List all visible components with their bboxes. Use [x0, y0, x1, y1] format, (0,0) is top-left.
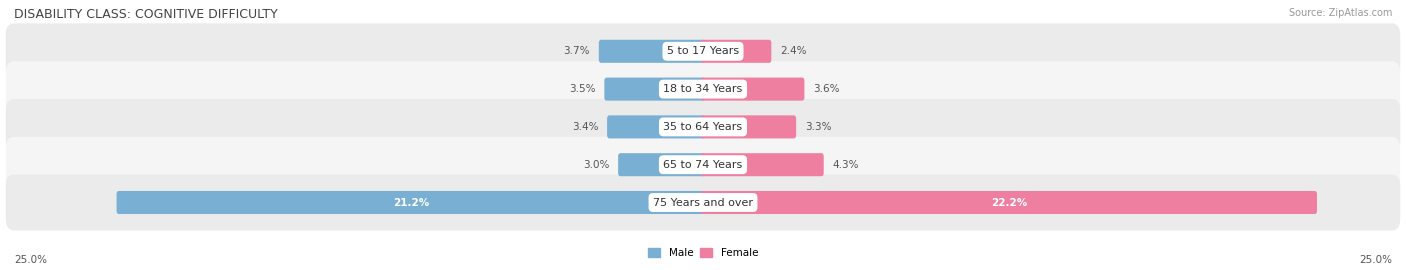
Text: 21.2%: 21.2%	[392, 197, 429, 208]
Text: 22.2%: 22.2%	[991, 197, 1026, 208]
FancyBboxPatch shape	[700, 115, 796, 139]
Text: 5 to 17 Years: 5 to 17 Years	[666, 46, 740, 56]
FancyBboxPatch shape	[6, 61, 1400, 117]
Text: DISABILITY CLASS: COGNITIVE DIFFICULTY: DISABILITY CLASS: COGNITIVE DIFFICULTY	[14, 8, 278, 21]
FancyBboxPatch shape	[605, 77, 706, 101]
FancyBboxPatch shape	[6, 23, 1400, 79]
Text: 18 to 34 Years: 18 to 34 Years	[664, 84, 742, 94]
Text: 3.5%: 3.5%	[569, 84, 596, 94]
FancyBboxPatch shape	[619, 153, 706, 176]
FancyBboxPatch shape	[700, 191, 1317, 214]
Text: 25.0%: 25.0%	[1360, 255, 1392, 265]
FancyBboxPatch shape	[6, 174, 1400, 231]
FancyBboxPatch shape	[599, 40, 706, 63]
FancyBboxPatch shape	[700, 153, 824, 176]
Text: 3.7%: 3.7%	[564, 46, 591, 56]
Text: 65 to 74 Years: 65 to 74 Years	[664, 160, 742, 170]
Text: 3.4%: 3.4%	[572, 122, 599, 132]
FancyBboxPatch shape	[117, 191, 706, 214]
FancyBboxPatch shape	[700, 77, 804, 101]
Text: 3.6%: 3.6%	[813, 84, 839, 94]
Text: 35 to 64 Years: 35 to 64 Years	[664, 122, 742, 132]
Text: Source: ZipAtlas.com: Source: ZipAtlas.com	[1288, 8, 1392, 18]
Text: 2.4%: 2.4%	[780, 46, 807, 56]
Text: 4.3%: 4.3%	[832, 160, 859, 170]
FancyBboxPatch shape	[6, 99, 1400, 155]
Text: 25.0%: 25.0%	[14, 255, 46, 265]
Text: 3.3%: 3.3%	[806, 122, 831, 132]
FancyBboxPatch shape	[6, 137, 1400, 193]
FancyBboxPatch shape	[607, 115, 706, 139]
Legend: Male, Female: Male, Female	[648, 248, 758, 258]
Text: 75 Years and over: 75 Years and over	[652, 197, 754, 208]
Text: 3.0%: 3.0%	[583, 160, 609, 170]
FancyBboxPatch shape	[700, 40, 772, 63]
